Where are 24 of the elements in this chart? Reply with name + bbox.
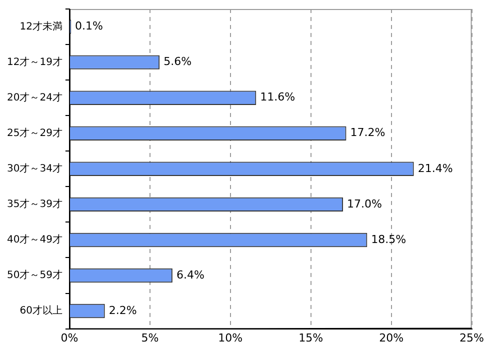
data-label: 17.0% xyxy=(347,197,382,210)
y-tick-label: 50才～59才 xyxy=(6,269,62,282)
x-tick-label: 0% xyxy=(60,331,78,344)
data-label: 2.2% xyxy=(108,304,137,317)
y-tick-label: 12才未満 xyxy=(20,20,62,32)
data-label: 0.1% xyxy=(75,20,104,33)
data-label: 11.6% xyxy=(260,90,296,104)
x-tick-label: 20% xyxy=(379,331,404,344)
y-tick-label: 35才～39才 xyxy=(6,198,62,210)
y-tick-label: 12才～19才 xyxy=(6,56,62,68)
y-tick-label: 40才～49才 xyxy=(6,234,62,246)
x-tick-label: 5% xyxy=(141,331,159,344)
data-label: 21.4% xyxy=(418,162,453,175)
data-label: 17.2% xyxy=(350,126,386,140)
y-tick-label: 20才～24才 xyxy=(6,91,62,104)
data-label: 18.5% xyxy=(371,232,406,246)
x-tick-label: 25% xyxy=(460,331,484,344)
x-tick-label: 15% xyxy=(298,331,324,344)
x-tick-label: 10% xyxy=(218,331,243,344)
y-tick-label: 60才以上 xyxy=(20,304,62,317)
data-label: 6.4% xyxy=(176,268,204,282)
data-label: 5.6% xyxy=(164,55,192,68)
y-tick-label: 25才～29才 xyxy=(6,126,62,139)
y-tick-label: 30才～34才 xyxy=(6,162,62,174)
